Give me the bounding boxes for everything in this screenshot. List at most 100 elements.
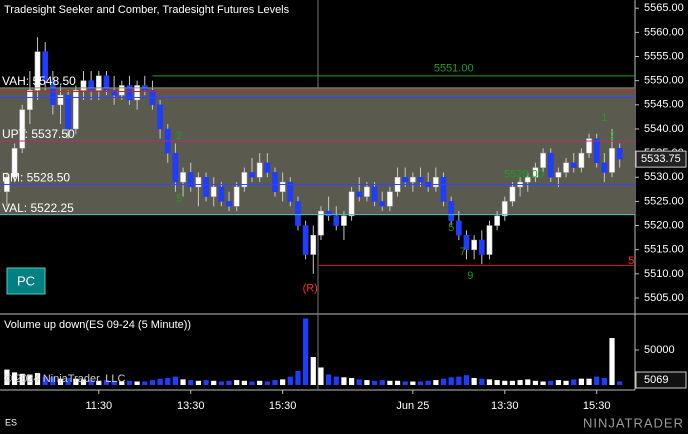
candle-body xyxy=(463,234,470,250)
candle-body xyxy=(563,162,569,173)
volume-bar xyxy=(126,380,133,385)
volume-bar xyxy=(19,373,25,385)
volume-bar xyxy=(601,377,607,385)
volume-bar xyxy=(203,380,209,385)
candle-body xyxy=(509,186,516,202)
x-tick-label: 13:30 xyxy=(491,400,519,412)
candle-body xyxy=(417,177,424,183)
volume-bar xyxy=(486,379,493,385)
instrument: ES xyxy=(5,417,17,427)
annotation: 5 xyxy=(176,193,182,205)
candle-body xyxy=(80,80,87,91)
volume-bar xyxy=(594,376,600,385)
volume-bar xyxy=(119,381,125,385)
level-label: VAL: 5522.25 xyxy=(2,201,74,215)
pc-button[interactable] xyxy=(6,267,46,295)
candle-body xyxy=(49,80,56,106)
candle-body xyxy=(88,80,95,91)
volume-bar xyxy=(180,379,186,385)
candle-body xyxy=(241,172,248,188)
annotation: 2 xyxy=(176,130,182,142)
x-tick-label: 11:30 xyxy=(85,400,112,412)
volume-bar xyxy=(578,378,584,385)
candle-body xyxy=(356,191,363,197)
candle-body xyxy=(218,186,225,202)
volume-bar xyxy=(563,380,569,385)
volume-bar xyxy=(249,381,255,385)
candle-body xyxy=(103,75,110,91)
pc-button-label[interactable]: PC xyxy=(17,273,35,288)
annotation: 9 xyxy=(467,270,473,282)
x-tick-label: 13:30 xyxy=(177,400,205,412)
volume-bar xyxy=(456,376,462,385)
level-label: VAH: 5548.50 xyxy=(2,74,76,88)
candle-body xyxy=(134,85,140,101)
candle-body xyxy=(172,152,179,183)
candle-body xyxy=(547,152,554,178)
annotation: 7 xyxy=(460,246,466,258)
x-tick-label: 15:30 xyxy=(269,400,297,412)
candle-body xyxy=(34,51,41,91)
candle-body xyxy=(203,177,209,197)
candle-body xyxy=(195,177,202,188)
annotation: 2 xyxy=(609,130,615,142)
candle-body xyxy=(501,201,508,217)
candle-body xyxy=(364,186,370,197)
value-area xyxy=(0,87,635,215)
candle-body xyxy=(279,181,286,192)
candle-body xyxy=(111,90,117,96)
volume-bar xyxy=(341,377,347,385)
y-tick-label: 5560.00 xyxy=(644,26,684,38)
volume-bar xyxy=(448,377,454,385)
y-tick-label: 5550.00 xyxy=(644,75,684,87)
candle-body xyxy=(233,186,240,207)
overlay-layer: VAH: 5548.50 5551.00 UPT: 5537.50 PM: 5528.… xyxy=(0,63,635,295)
volume-bar xyxy=(287,376,293,385)
y-tick-label: 5510.00 xyxy=(644,268,684,280)
candle-body xyxy=(410,177,416,183)
candle-body xyxy=(187,172,194,188)
x-tick-label: Jun 25 xyxy=(396,400,429,412)
volume-bar xyxy=(555,380,562,385)
volume-bar xyxy=(394,380,401,385)
candle-body xyxy=(27,90,33,110)
level-label: PM: 5528.50 xyxy=(2,171,70,185)
y-tick-label: 5530.00 xyxy=(644,171,684,183)
volume-bar xyxy=(211,380,217,385)
candle-body xyxy=(325,210,332,217)
volume-bar xyxy=(172,376,179,385)
volume-bar xyxy=(471,377,477,385)
volume-bar xyxy=(157,378,163,385)
volume-bar xyxy=(280,379,286,385)
volume-tick-label: 50000 xyxy=(644,344,675,356)
candle-body xyxy=(616,148,623,160)
volume-bar xyxy=(65,377,71,385)
candle-body xyxy=(287,181,294,202)
candle-body xyxy=(256,162,263,178)
candle-body xyxy=(341,215,347,226)
volume-bar xyxy=(318,367,324,385)
volume-bar xyxy=(134,381,140,385)
candle-body xyxy=(302,225,309,255)
candle-body xyxy=(440,177,447,202)
candle-body xyxy=(118,85,125,96)
candle-body xyxy=(333,215,340,226)
volume-bar xyxy=(387,380,393,385)
volume-title: Volume up down(ES 09-24 (5 Minute)) xyxy=(4,319,191,331)
volume-bar xyxy=(165,377,171,385)
volume-bar xyxy=(103,380,110,385)
volume-bar xyxy=(272,380,278,385)
volume-bar xyxy=(264,381,270,385)
annotation: 1 xyxy=(601,112,607,124)
volume-bar xyxy=(425,380,431,385)
volume-bar xyxy=(525,379,531,385)
volume-bar xyxy=(379,380,385,385)
candle-body xyxy=(586,138,592,154)
candle-body xyxy=(180,172,186,183)
last-volume-label: 5069 xyxy=(644,374,668,386)
last-price-box xyxy=(635,150,687,168)
candle-body xyxy=(448,201,455,221)
volume-bar xyxy=(195,380,201,385)
candle-layer xyxy=(4,37,623,385)
candle-body xyxy=(42,51,49,81)
